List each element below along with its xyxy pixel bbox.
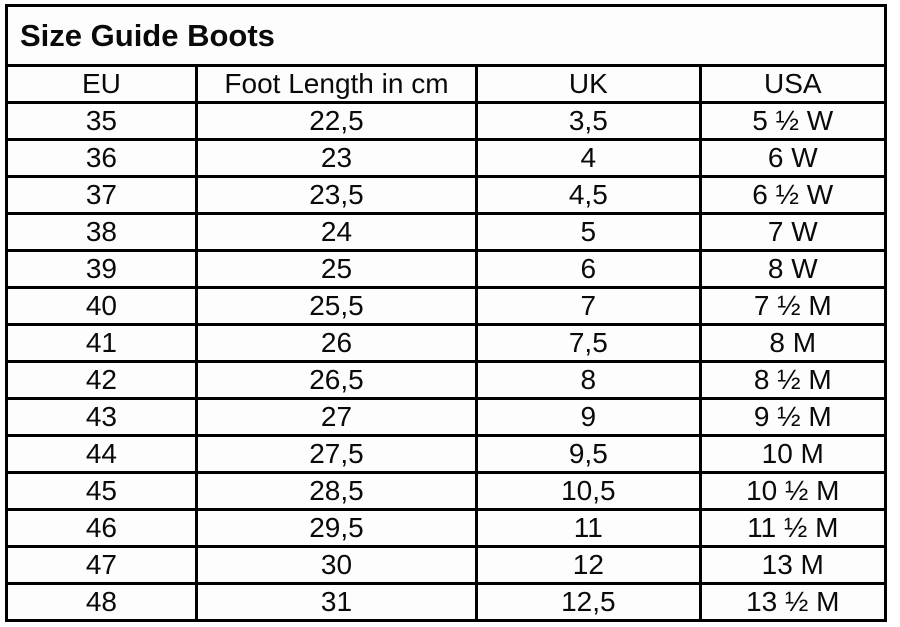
table-cell: 27 xyxy=(194,397,479,437)
column-header-eu: EU xyxy=(8,67,198,104)
table-cell: 8 ½ M xyxy=(698,360,884,400)
table-cell: 46 xyxy=(8,508,198,548)
table-cell: 38 xyxy=(8,212,198,252)
table-cell: 9 ½ M xyxy=(698,397,884,437)
header-row: EU Foot Length in cm UK USA xyxy=(8,67,884,104)
table-cell: 36 xyxy=(8,138,198,178)
table-cell: 39 xyxy=(8,249,198,289)
table-cell: 43 xyxy=(8,397,198,437)
table-cell: 44 xyxy=(8,434,198,474)
table-cell: 7 xyxy=(475,286,702,326)
table-cell: 11 ½ M xyxy=(698,508,884,548)
table-row: 47 30 12 13 M xyxy=(8,545,884,585)
table-cell: 23 xyxy=(194,138,479,178)
table-row: 41 26 7,5 8 M xyxy=(8,323,884,363)
table-cell: 12 xyxy=(475,545,702,585)
table-cell: 8 M xyxy=(698,323,884,363)
table-cell: 3,5 xyxy=(475,101,702,141)
size-guide-sheet: Size Guide Boots EU Foot Length in cm UK US… xyxy=(5,4,887,622)
table-cell: 24 xyxy=(194,212,479,252)
table-cell: 26 xyxy=(194,323,479,363)
title-bar: Size Guide Boots xyxy=(8,7,884,67)
table-cell: 45 xyxy=(8,471,198,511)
column-header-foot-length-in-cm: Foot Length in cm xyxy=(194,67,479,104)
table-cell: 4,5 xyxy=(475,175,702,215)
column-header-uk: UK xyxy=(475,67,702,104)
table-cell: 35 xyxy=(8,101,198,141)
table-row: 38 24 5 7 W xyxy=(8,212,884,252)
table-cell: 7 ½ M xyxy=(698,286,884,326)
column-header-usa: USA xyxy=(698,67,884,104)
table-cell: 11 xyxy=(475,508,702,548)
table-cell: 10 ½ M xyxy=(698,471,884,511)
table-cell: 28,5 xyxy=(194,471,479,511)
table-cell: 22,5 xyxy=(194,101,479,141)
table-body: 35 22,5 3,5 5 ½ W 36 23 4 6 W 37 23,5 4,5 6 ½ W 38 24… xyxy=(8,101,884,619)
table-row: 43 27 9 9 ½ M xyxy=(8,397,884,437)
table-row: 37 23,5 4,5 6 ½ W xyxy=(8,175,884,215)
table-cell: 5 xyxy=(475,212,702,252)
table-cell: 47 xyxy=(8,545,198,585)
table-row: 45 28,5 10,5 10 ½ M xyxy=(8,471,884,511)
table-cell: 31 xyxy=(194,582,479,619)
table-cell: 6 ½ W xyxy=(698,175,884,215)
page-title: Size Guide Boots xyxy=(20,17,275,53)
table-cell: 8 xyxy=(475,360,702,400)
table-cell: 29,5 xyxy=(194,508,479,548)
table-cell: 25 xyxy=(194,249,479,289)
table-cell: 8 W xyxy=(698,249,884,289)
table-row: 48 31 12,5 13 ½ M xyxy=(8,582,884,619)
table-cell: 9 xyxy=(475,397,702,437)
table-cell: 7 W xyxy=(698,212,884,252)
table-row: 40 25,5 7 7 ½ M xyxy=(8,286,884,326)
table-cell: 9,5 xyxy=(475,434,702,474)
table-cell: 5 ½ W xyxy=(698,101,884,141)
table-cell: 37 xyxy=(8,175,198,215)
table-cell: 23,5 xyxy=(194,175,479,215)
table-cell: 30 xyxy=(194,545,479,585)
table-cell: 27,5 xyxy=(194,434,479,474)
table-row: 35 22,5 3,5 5 ½ W xyxy=(8,101,884,141)
table-cell: 48 xyxy=(8,582,198,619)
table-cell: 6 xyxy=(475,249,702,289)
table-cell: 7,5 xyxy=(475,323,702,363)
table-cell: 13 M xyxy=(698,545,884,585)
table-cell: 10 M xyxy=(698,434,884,474)
table-cell: 26,5 xyxy=(194,360,479,400)
table-cell: 12,5 xyxy=(475,582,702,619)
table-cell: 6 W xyxy=(698,138,884,178)
table-row: 44 27,5 9,5 10 M xyxy=(8,434,884,474)
table-cell: 41 xyxy=(8,323,198,363)
table-cell: 25,5 xyxy=(194,286,479,326)
table-row: 42 26,5 8 8 ½ M xyxy=(8,360,884,400)
table-row: 46 29,5 11 11 ½ M xyxy=(8,508,884,548)
table-cell: 40 xyxy=(8,286,198,326)
table-cell: 13 ½ M xyxy=(698,582,884,619)
table-cell: 42 xyxy=(8,360,198,400)
table-cell: 4 xyxy=(475,138,702,178)
table-row: 36 23 4 6 W xyxy=(8,138,884,178)
table-cell: 10,5 xyxy=(475,471,702,511)
table-row: 39 25 6 8 W xyxy=(8,249,884,289)
